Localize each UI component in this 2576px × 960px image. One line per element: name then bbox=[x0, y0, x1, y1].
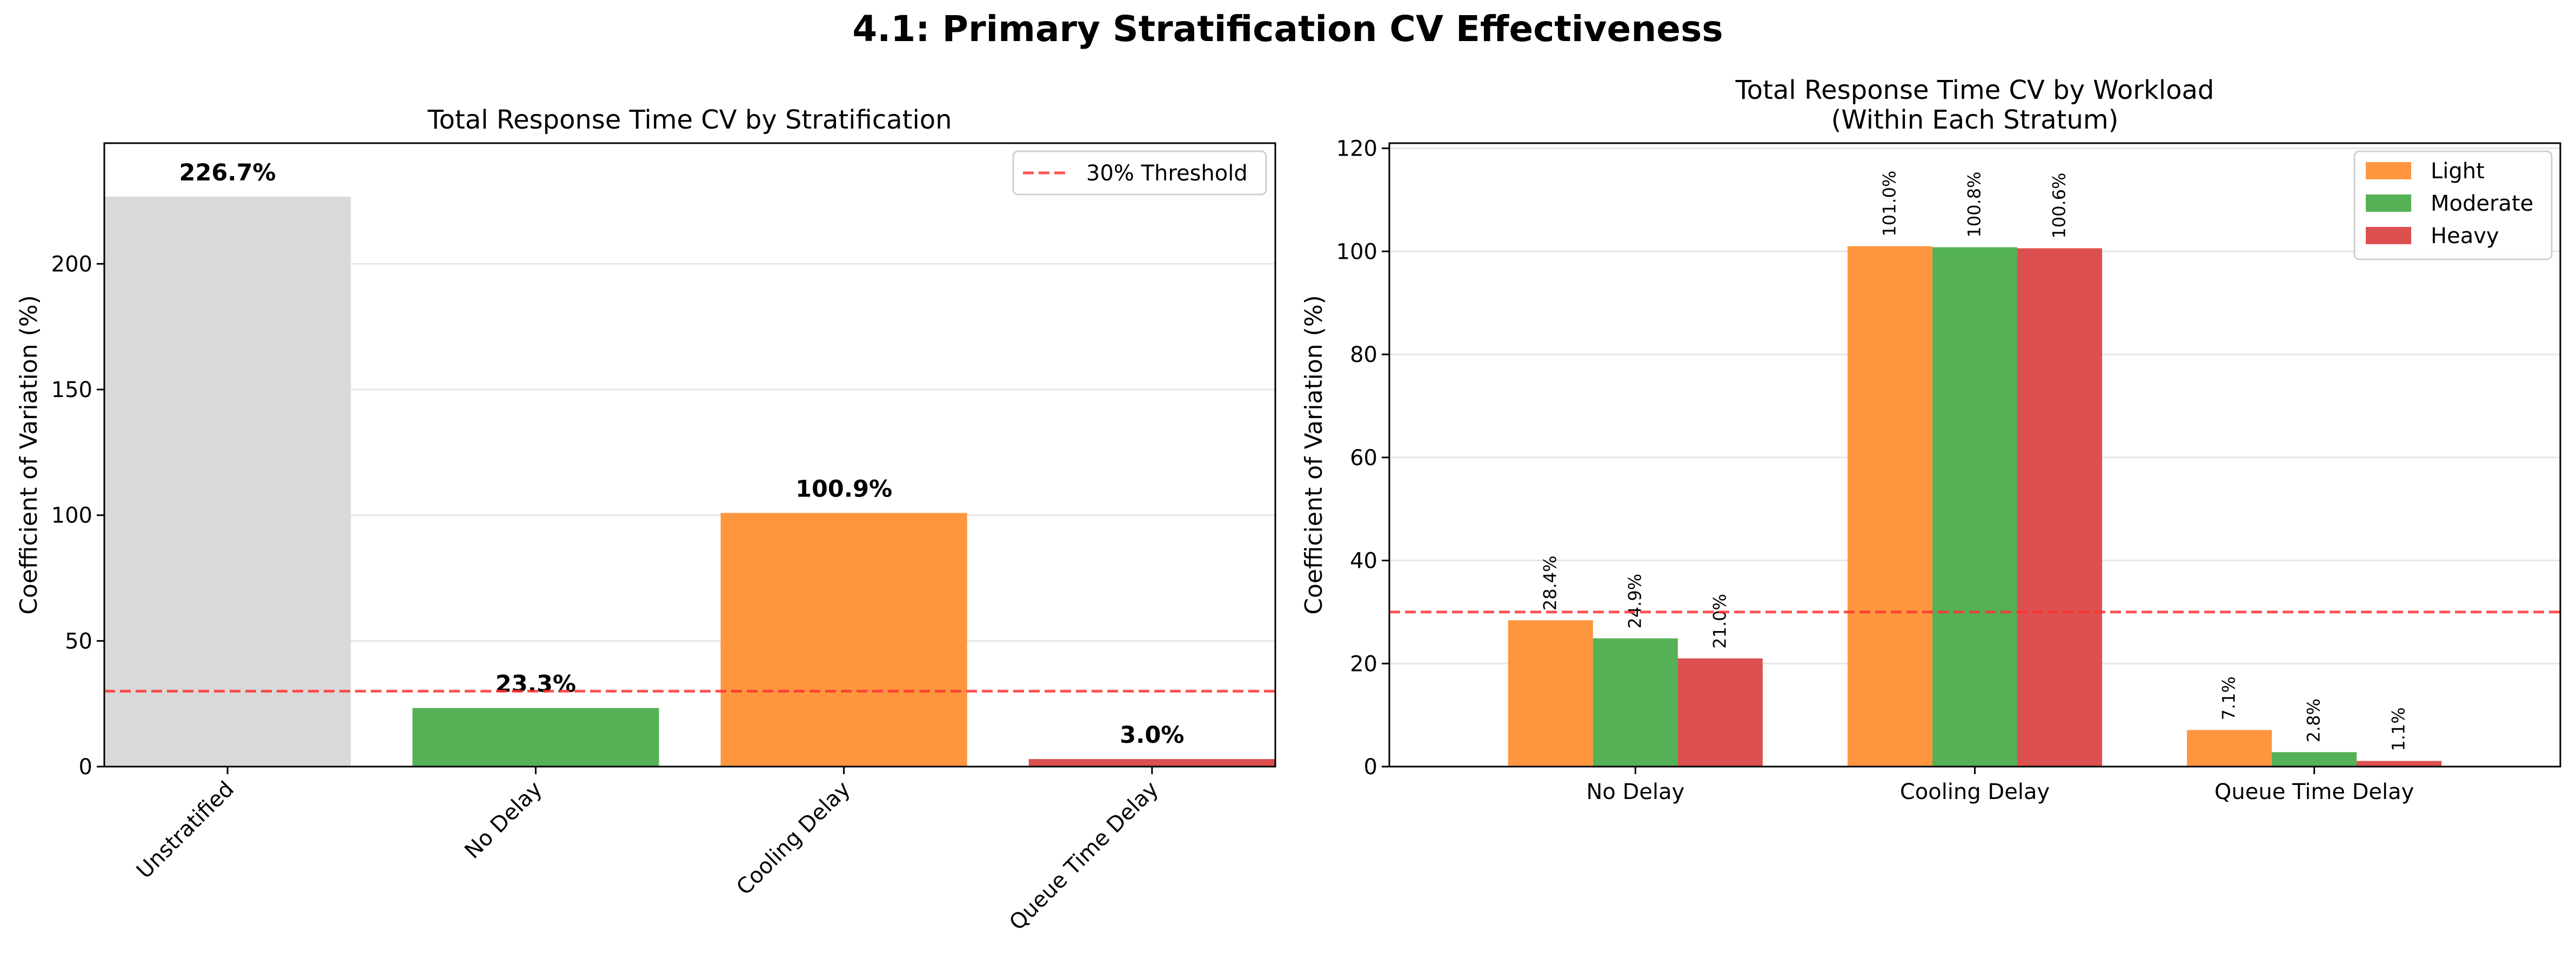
bar-heavy-cooling-delay bbox=[2017, 248, 2103, 767]
right-ytick-label-6: 120 bbox=[1336, 137, 1377, 162]
value-label-light-cooling-delay: 101.0% bbox=[1879, 171, 1899, 237]
value-label-heavy-cooling-delay: 100.6% bbox=[2049, 173, 2070, 239]
right-xtick-label-0: No Delay bbox=[1586, 780, 1684, 804]
left-ytick-label-0: 0 bbox=[79, 755, 92, 780]
value-label-1: 23.3% bbox=[496, 671, 576, 698]
right-legend-swatch-moderate bbox=[2366, 194, 2411, 212]
left-axes-frame bbox=[103, 142, 1276, 768]
left-chart-title: Total Response Time CV by Stratification bbox=[427, 105, 952, 135]
value-label-moderate-queue-time-delay: 2.8% bbox=[2304, 699, 2324, 742]
bar-heavy-queue-time-delay bbox=[2357, 761, 2442, 767]
value-label-heavy-no-delay: 21.0% bbox=[1709, 594, 1730, 649]
value-label-light-no-delay: 28.4% bbox=[1540, 555, 1560, 610]
right-legend-label-moderate: Moderate bbox=[2431, 191, 2533, 216]
bar-light-cooling-delay bbox=[1847, 246, 1932, 767]
left-ytick-label-1: 50 bbox=[65, 629, 92, 654]
bar-no-delay bbox=[412, 708, 659, 767]
right-xtick-label-1: Cooling Delay bbox=[1900, 780, 2050, 804]
bar-light-no-delay bbox=[1508, 620, 1593, 767]
left-legend: 30% Threshold bbox=[1012, 150, 1267, 196]
right-ytick-label-3: 60 bbox=[1350, 446, 1377, 471]
chart-workload: Total Response Time CV by Workload(Withi… bbox=[1300, 75, 2561, 804]
value-label-2: 100.9% bbox=[795, 475, 892, 502]
right-ytick-label-4: 80 bbox=[1350, 343, 1377, 367]
right-ytick-label-0: 0 bbox=[1364, 755, 1377, 780]
bar-unstratified bbox=[104, 197, 351, 767]
value-label-heavy-queue-time-delay: 1.1% bbox=[2388, 707, 2409, 751]
value-label-moderate-cooling-delay: 100.8% bbox=[1964, 172, 1985, 238]
right-ylabel: Coefficient of Variation (%) bbox=[1300, 295, 1328, 615]
left-ylabel: Coefficient of Variation (%) bbox=[15, 295, 43, 615]
right-legend-swatch-light bbox=[2366, 162, 2411, 179]
right-legend-label-light: Light bbox=[2431, 159, 2485, 184]
bar-light-queue-time-delay bbox=[2187, 730, 2272, 767]
left-ytick-label-2: 100 bbox=[51, 504, 92, 528]
figure-title: 4.1: Primary Stratification CV Effective… bbox=[852, 8, 1723, 50]
left-ytick-label-4: 200 bbox=[51, 252, 92, 277]
right-ytick-label-5: 100 bbox=[1336, 239, 1377, 264]
right-legend-label-heavy: Heavy bbox=[2431, 224, 2499, 249]
value-label-light-queue-time-delay: 7.1% bbox=[2219, 676, 2239, 720]
right-chart-title-line-2: (Within Each Stratum) bbox=[1831, 105, 2119, 135]
left-ytick-label-3: 150 bbox=[51, 378, 92, 402]
bar-cooling-delay bbox=[720, 513, 967, 767]
bar-moderate-queue-time-delay bbox=[2272, 752, 2357, 767]
right-legend: Light Moderate Heavy bbox=[2353, 150, 2553, 260]
value-label-moderate-no-delay: 24.9% bbox=[1624, 574, 1645, 629]
left-legend-threshold-label: 30% Threshold bbox=[1086, 161, 1248, 186]
right-chart-title-line-1: Total Response Time CV by Workload bbox=[1735, 75, 2214, 105]
right-ytick-label-1: 20 bbox=[1350, 652, 1377, 676]
right-legend-swatch-heavy bbox=[2366, 227, 2411, 244]
right-ytick-label-2: 40 bbox=[1350, 549, 1377, 574]
bar-moderate-cooling-delay bbox=[1932, 247, 2018, 767]
bar-queue-time-delay bbox=[1028, 759, 1275, 767]
right-xtick-label-2: Queue Time Delay bbox=[2214, 780, 2414, 804]
value-label-0: 226.7% bbox=[179, 159, 276, 186]
left-legend-box bbox=[1012, 150, 1267, 196]
bar-moderate-no-delay bbox=[1593, 638, 1678, 767]
value-label-3: 3.0% bbox=[1120, 722, 1184, 749]
bar-heavy-no-delay bbox=[1677, 658, 1763, 767]
